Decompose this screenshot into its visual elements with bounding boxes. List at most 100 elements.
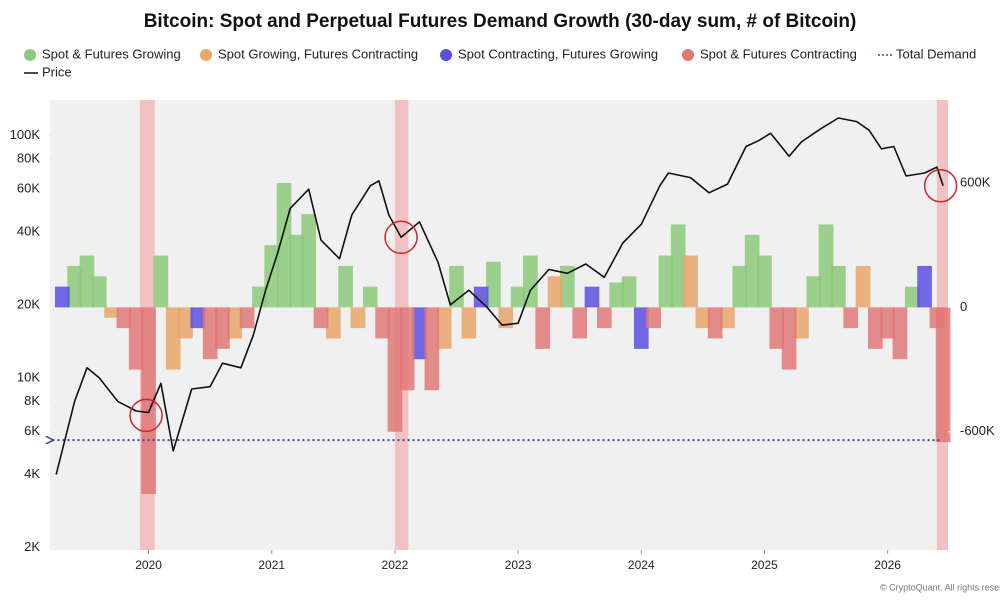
demand-bar <box>806 276 822 308</box>
legend-label: Price <box>42 64 72 79</box>
y-tick-label: 10K <box>17 369 40 384</box>
demand-bar <box>609 282 624 308</box>
demand-bar <box>313 307 329 329</box>
demand-bar <box>596 307 612 329</box>
demand-bar <box>892 307 908 360</box>
demand-bar <box>301 214 317 308</box>
x-tick-label: 2025 <box>751 558 778 572</box>
demand-bar <box>855 265 871 308</box>
demand-bar <box>658 255 674 308</box>
demand-bar <box>54 286 70 308</box>
demand-bar <box>375 307 390 339</box>
demand-bar <box>843 307 859 329</box>
y-tick-label: 40K <box>17 223 40 238</box>
demand-bar <box>215 307 230 349</box>
y-tick-label: 6K <box>24 423 40 438</box>
demand-bar <box>338 265 353 308</box>
annotation-circle <box>923 169 958 203</box>
demand-bar <box>276 182 292 308</box>
demand-bar <box>190 307 206 329</box>
demand-bar <box>473 286 489 308</box>
x-tick-label: 2020 <box>135 558 162 572</box>
demand-bar <box>141 307 156 495</box>
legend-label: Spot & Futures Contracting <box>700 46 857 61</box>
demand-bar <box>412 307 427 360</box>
y-tick-label: 60K <box>17 181 40 196</box>
demand-bar <box>510 286 526 308</box>
demand-bar <box>104 307 119 318</box>
demand-bar <box>239 307 255 329</box>
demand-bar <box>572 307 588 339</box>
demand-bar <box>399 307 415 391</box>
demand-bar <box>781 307 797 370</box>
y-tick-label: 100K <box>10 127 41 142</box>
demand-bar <box>202 307 218 360</box>
demand-bar <box>387 307 403 432</box>
y2-tick-label: -600K <box>960 423 995 438</box>
y2-tick-label: 0 <box>960 299 967 314</box>
demand-bar <box>904 286 920 308</box>
demand-bar <box>67 265 82 308</box>
legend-label: Spot Growing, Futures Contracting <box>218 46 418 61</box>
demand-bar <box>670 224 686 308</box>
demand-bar <box>116 307 132 329</box>
y2-tick-label: 600K <box>960 174 991 189</box>
demand-bar <box>165 307 181 370</box>
demand-bar <box>424 307 440 391</box>
demand-bar <box>449 265 464 308</box>
legend-swatch <box>24 49 36 61</box>
demand-bar <box>683 255 698 308</box>
legend-label: Total Demand <box>896 46 976 61</box>
demand-bar <box>794 307 809 339</box>
demand-bar <box>917 265 932 308</box>
legend-label: Spot & Futures Growing <box>42 46 181 61</box>
demand-bar <box>831 265 846 308</box>
x-tick-label: 2024 <box>628 558 655 572</box>
demand-bar <box>695 307 711 329</box>
demand-bar <box>153 255 169 308</box>
demand-bar <box>744 234 760 308</box>
demand-bar <box>646 307 661 329</box>
demand-bar <box>128 307 144 370</box>
demand-bar <box>350 307 366 329</box>
y-tick-label: 4K <box>24 466 40 481</box>
demand-bar <box>227 307 243 339</box>
demand-bar <box>935 307 951 443</box>
demand-bar <box>325 307 341 339</box>
demand-bar <box>79 255 95 308</box>
demand-bar <box>178 307 193 339</box>
demand-bar <box>362 286 378 308</box>
demand-bar <box>720 307 735 329</box>
demand-bar <box>818 224 834 308</box>
demand-bar <box>880 307 895 339</box>
y-tick-label: 8K <box>24 393 40 408</box>
footer: © CryptoQuant. All rights reserved. <box>880 582 1000 592</box>
demand-bar <box>91 276 107 308</box>
demand-bar <box>547 276 563 308</box>
demand-bar <box>584 286 600 308</box>
price-line <box>55 117 944 475</box>
demand-bar <box>757 255 772 308</box>
legend-label: Spot Contracting, Futures Growing <box>458 46 658 61</box>
demand-bar <box>732 265 748 308</box>
demand-bar <box>535 307 551 349</box>
annotation-circle <box>384 220 418 255</box>
demand-bar <box>289 234 304 308</box>
chart-title: Bitcoin: Spot and Perpetual Futures Dema… <box>144 11 857 32</box>
x-tick-label: 2023 <box>505 558 532 572</box>
demand-bar <box>560 265 575 308</box>
y-tick-label: 2K <box>24 539 40 554</box>
x-tick-label: 2021 <box>258 558 285 572</box>
demand-bar <box>498 307 514 329</box>
demand-bar <box>486 261 501 308</box>
demand-bar <box>436 307 452 349</box>
annotation-circle <box>129 398 163 433</box>
demand-bar <box>621 276 637 308</box>
legend-swatch <box>440 49 452 61</box>
demand-bar <box>523 255 538 308</box>
x-tick-label: 2022 <box>382 558 409 572</box>
demand-bar <box>633 307 649 349</box>
x-tick-label: 2026 <box>874 558 901 572</box>
